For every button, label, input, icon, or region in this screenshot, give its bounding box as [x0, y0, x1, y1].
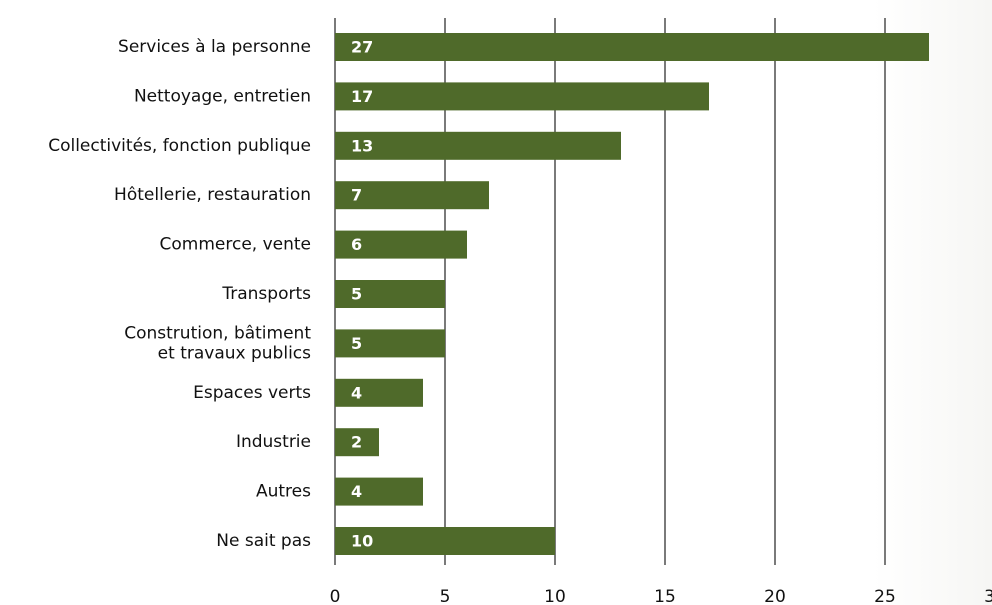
bar: [335, 230, 467, 259]
bar: [335, 477, 423, 506]
bar: [335, 280, 445, 308]
y-tick-label: Collectivités, fonction publique: [48, 136, 311, 156]
value-label: 5: [351, 285, 362, 304]
value-label: 7: [351, 186, 362, 205]
bar: [335, 181, 489, 210]
x-tick-label: 10: [544, 587, 566, 605]
value-label: 6: [351, 235, 362, 254]
value-label: 27: [351, 38, 373, 57]
bar: [335, 33, 929, 61]
y-tick-label: Services à la personne: [118, 37, 311, 57]
y-tick-label: Transports: [221, 284, 311, 304]
x-tick-label: 5: [440, 587, 451, 605]
y-tick-label: Nettoyage, entretien: [134, 86, 311, 106]
x-tick-label: 0: [330, 587, 341, 605]
bar: [335, 82, 709, 111]
value-label: 5: [351, 334, 362, 353]
value-label: 4: [351, 383, 362, 402]
y-tick-label: Ne sait pas: [216, 531, 311, 551]
x-tick-label: 30: [984, 587, 992, 605]
bar: [335, 378, 423, 407]
value-label: 13: [351, 136, 373, 155]
bar: [335, 527, 555, 555]
x-tick-label: 25: [874, 587, 896, 605]
value-label: 4: [351, 482, 362, 501]
y-tick-label: Hôtellerie, restauration: [114, 185, 311, 205]
x-tick-label: 20: [764, 587, 786, 605]
y-tick-label: Industrie: [236, 432, 311, 452]
y-tick-label: Commerce, vente: [160, 235, 312, 255]
y-tick-label: Espaces verts: [193, 383, 311, 403]
x-tick-label: 15: [654, 587, 676, 605]
bar: [335, 131, 621, 160]
value-label: 2: [351, 433, 362, 452]
y-tick-label: Constrution, bâtiment et travaux publics: [124, 323, 311, 363]
bar: [335, 428, 379, 457]
y-tick-label: Autres: [256, 482, 311, 502]
value-label: 10: [351, 532, 373, 551]
value-label: 17: [351, 87, 373, 106]
bar: [335, 329, 445, 358]
